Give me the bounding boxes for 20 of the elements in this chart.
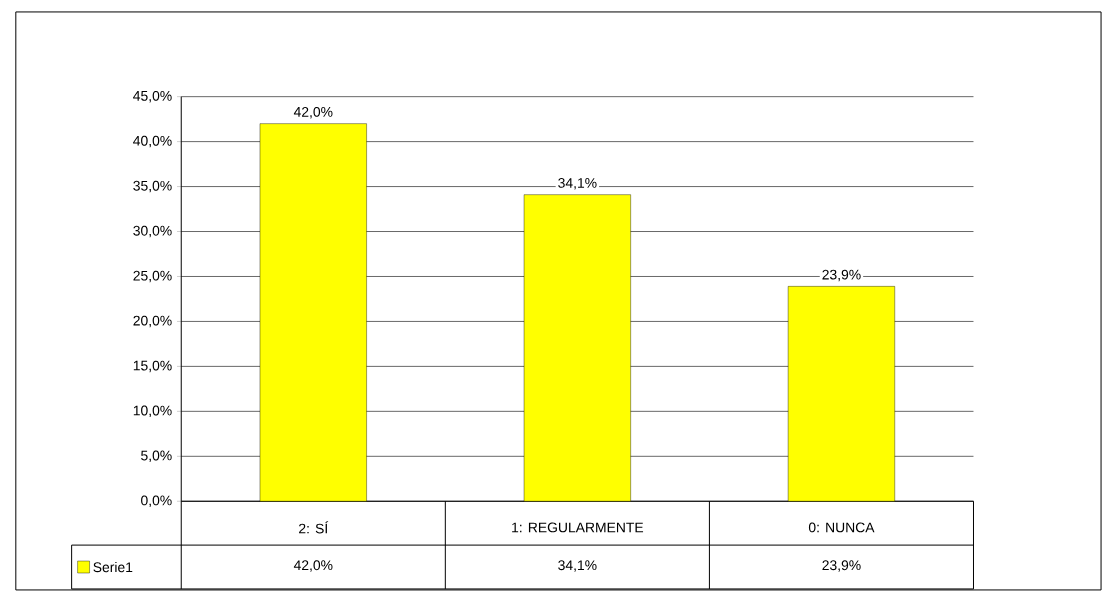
data-label: 42,0% xyxy=(293,560,333,572)
y-tick-label: 0,0% xyxy=(141,495,172,508)
data-label: 34,1% xyxy=(558,560,597,572)
x-tick-label: 2: SÍ xyxy=(299,521,329,534)
y-tick-label: 5,0% xyxy=(141,450,172,463)
y-tick-label: 15,0% xyxy=(133,360,172,373)
text: 23,9% xyxy=(822,269,861,282)
y-tick-label: 10,0% xyxy=(133,405,172,418)
data-label: 23,9% xyxy=(822,560,861,572)
text: 42,0% xyxy=(293,107,333,119)
legend-label: Serie1 xyxy=(93,561,133,573)
y-tick-label: 35,0% xyxy=(133,180,172,193)
x-tick-label: 1: REGULARMENTE xyxy=(512,522,644,533)
y-tick-label: 20,0% xyxy=(133,315,172,328)
y-tick-label: 30,0% xyxy=(133,225,172,238)
y-tick-label: 45,0% xyxy=(133,90,172,103)
y-tick-label: 25,0% xyxy=(133,270,172,283)
x-tick-label: 0: NUNCA xyxy=(808,522,875,533)
text: 34,1% xyxy=(558,178,597,190)
y-tick-label: 40,0% xyxy=(133,135,172,148)
